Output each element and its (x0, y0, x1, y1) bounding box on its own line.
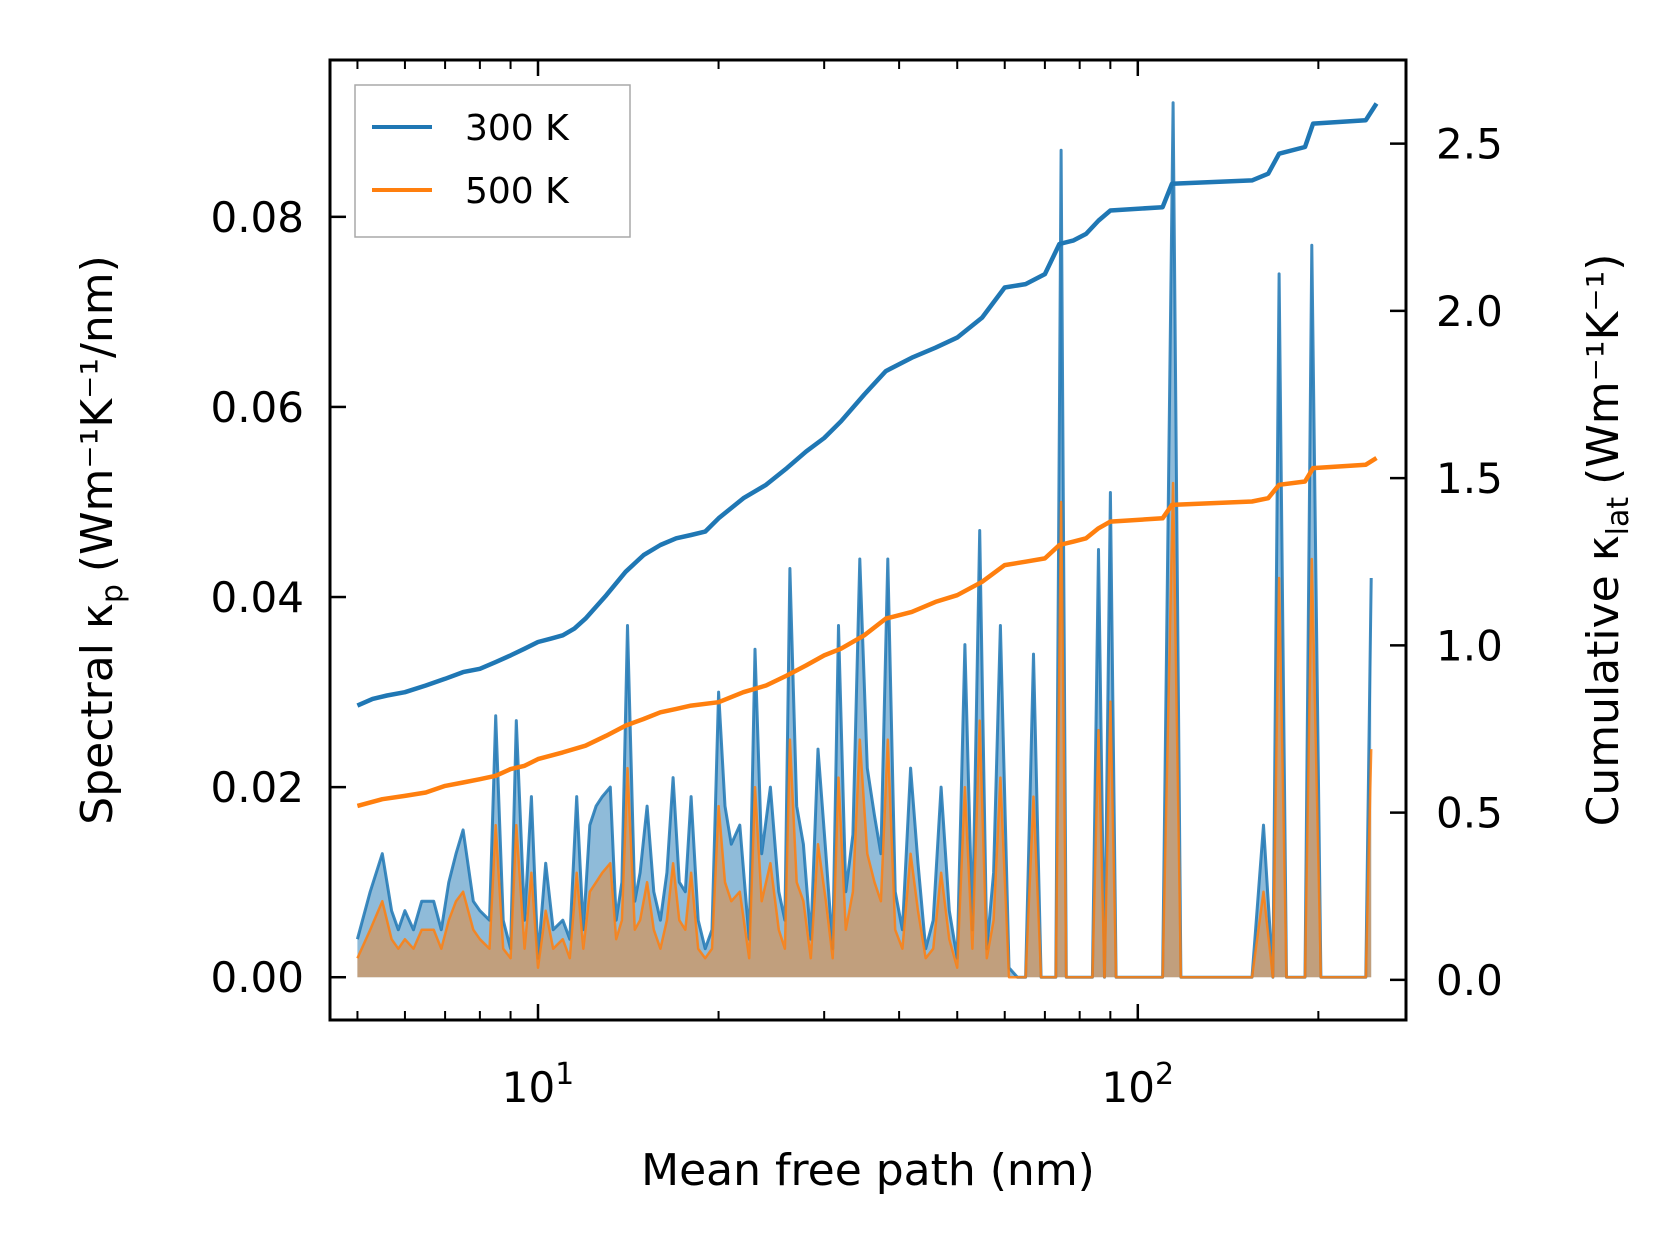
plot-frame (328, 58, 1408, 1022)
cumulative-line-500k (356, 456, 1378, 809)
x-tick-label-exponent: 1 (555, 1057, 574, 1092)
right-y-tick-label: 2.0 (1436, 287, 1503, 336)
left-y-axis-title-subscript: p (95, 584, 130, 603)
legend: 300 K 500 K (354, 84, 631, 238)
axis-ticks: 0.00 0.02 0.04 0.06 0.08 0.0 0.5 1.0 1.5 2.0 2.5 10… (210, 60, 1503, 1112)
left-y-tick-label: 0.00 (210, 953, 304, 1002)
left-y-axis-title-main: Spectral κ (72, 603, 123, 825)
series-lines (356, 102, 1379, 809)
left-y-tick-label: 0.02 (210, 763, 304, 812)
right-y-axis-title-subscript: lat (1601, 497, 1636, 536)
right-y-axis-title-unit: (Wm⁻¹K⁻¹) (1578, 254, 1629, 485)
right-y-axis-title-main: Cumulative κ (1578, 535, 1629, 826)
legend-label-300k: 300 K (465, 108, 570, 149)
legend-label-500k: 500 K (465, 171, 570, 212)
right-y-tick-label: 2.5 (1436, 120, 1503, 169)
left-y-tick-label: 0.08 (210, 193, 304, 242)
x-tick-label-base: 10 (502, 1063, 555, 1112)
spectral-line-500k (356, 481, 1373, 979)
right-y-axis-title: Cumulative κlat (Wm⁻¹K⁻¹) (1578, 254, 1636, 827)
x-tick-label-exponent: 2 (1155, 1057, 1174, 1092)
right-y-tick-label: 1.5 (1436, 454, 1503, 503)
left-y-tick-label: 0.04 (210, 573, 304, 622)
left-y-tick-label: 0.06 (210, 383, 304, 432)
left-y-axis-title: Spectral κp (Wm⁻¹K⁻¹/nm) (72, 255, 130, 824)
x-tick-label: 102 (1102, 1057, 1175, 1112)
cumulative-line-300k (356, 102, 1379, 708)
right-y-tick-label: 0.5 (1436, 789, 1503, 838)
legend-frame (354, 84, 631, 238)
spectral-fills (355, 101, 1373, 979)
right-y-tick-label: 1.0 (1436, 621, 1503, 670)
left-y-axis-title-unit: (Wm⁻¹K⁻¹/nm) (72, 255, 123, 572)
plot-area (355, 101, 1379, 979)
x-tick-label: 101 (502, 1057, 575, 1112)
right-y-tick-label: 0.0 (1436, 956, 1503, 1005)
x-tick-label-base: 10 (1102, 1063, 1155, 1112)
x-axis-title: Mean free path (nm) (641, 1145, 1095, 1196)
